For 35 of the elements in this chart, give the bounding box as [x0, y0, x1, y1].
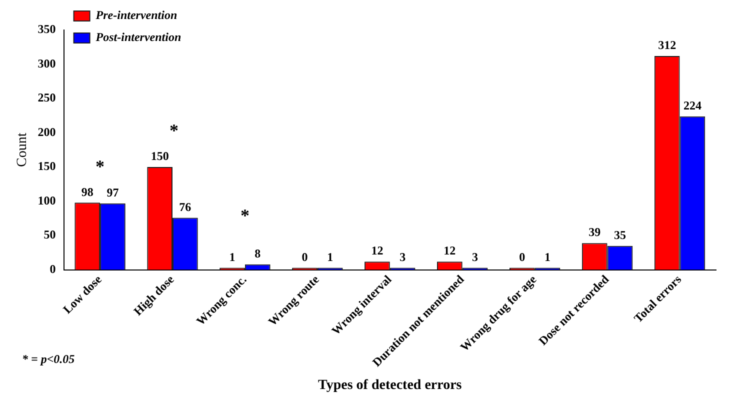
- y-tick-label: 0: [50, 262, 56, 276]
- data-label: 3: [400, 250, 406, 264]
- data-label: 150: [150, 149, 169, 164]
- y-tick-label: 300: [38, 56, 56, 70]
- legend-label: Post-intervention: [96, 30, 182, 44]
- y-tick-label: 250: [38, 90, 56, 105]
- data-label: 39: [588, 225, 601, 240]
- annotation: *: [96, 156, 104, 177]
- data-label: 1: [327, 250, 334, 264]
- legend-label: Pre-intervention: [96, 8, 178, 22]
- y-tick-label: 100: [38, 193, 56, 208]
- x-tick-label: Low dose: [60, 272, 105, 316]
- data-label: 98: [81, 184, 94, 199]
- data-label: 3: [472, 250, 478, 264]
- annotation: *: [170, 120, 178, 141]
- y-tick-label: 350: [38, 22, 56, 36]
- y-tick-label: 50: [44, 228, 56, 242]
- data-label: 12: [371, 244, 384, 258]
- data-label: 1: [229, 250, 236, 264]
- x-axis-title: Types of detected errors: [318, 378, 462, 394]
- data-label: 35: [614, 228, 626, 242]
- y-tick-label: 200: [38, 124, 56, 139]
- data-label: 12: [444, 244, 456, 258]
- data-label: 1: [544, 250, 551, 264]
- data-label: 312: [658, 38, 676, 52]
- data-label: 76: [179, 200, 192, 214]
- data-label: 0: [519, 250, 526, 264]
- data-label: 8: [254, 246, 261, 260]
- y-axis-title: Count: [15, 132, 30, 168]
- data-label: 224: [683, 98, 702, 112]
- text: * = p<0.05: [22, 352, 75, 366]
- y-tick-label: 150: [38, 159, 56, 174]
- data-label: 0: [302, 250, 308, 264]
- annotation: *: [240, 206, 250, 226]
- data-label: 97: [106, 185, 119, 200]
